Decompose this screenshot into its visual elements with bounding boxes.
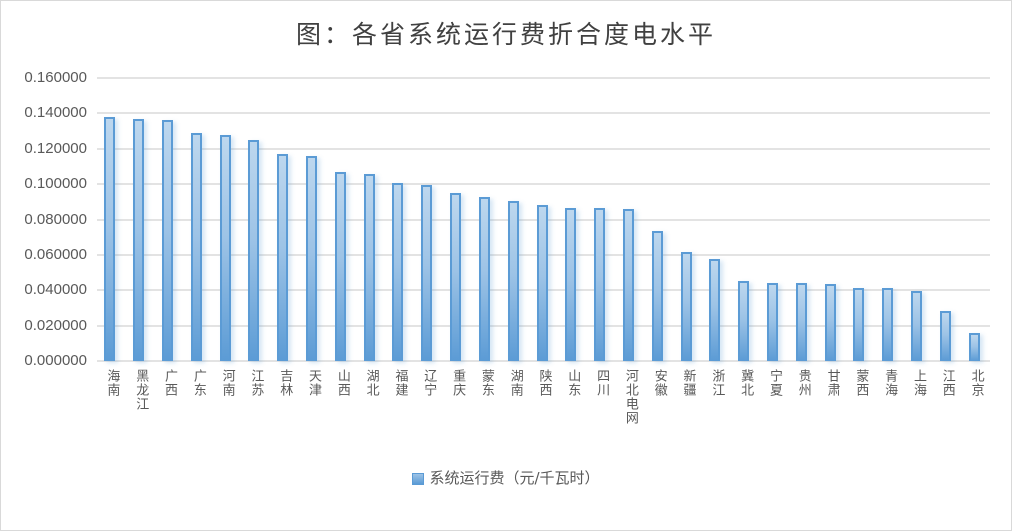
gridline [97, 360, 990, 362]
x-tick-label: 陕西 [536, 369, 552, 397]
bar [594, 208, 606, 361]
x-tick-label: 天津 [306, 369, 322, 397]
x-tick-label: 广东 [190, 369, 206, 397]
bar [709, 259, 721, 361]
x-tick-label: 吉林 [277, 369, 293, 397]
bar [651, 231, 663, 361]
legend: 系统运行费（元/千瓦时） [1, 467, 1011, 488]
bar [766, 283, 778, 361]
gridline [97, 147, 990, 150]
x-tick-label: 湖北 [363, 369, 379, 397]
y-tick-label: 0.020000 [24, 316, 87, 334]
x-tick-label: 海南 [104, 369, 120, 397]
x-tick-label: 江西 [939, 369, 955, 397]
bar [680, 252, 692, 361]
legend-swatch-icon [412, 472, 425, 485]
bar [536, 205, 548, 361]
x-tick-label: 浙江 [709, 369, 725, 397]
bar [306, 155, 318, 361]
bar [133, 118, 145, 361]
bar [277, 154, 289, 361]
x-tick-label: 青海 [882, 369, 898, 397]
x-tick-label: 河南 [219, 369, 235, 397]
chart-title: 图：各省系统运行费折合度电水平 [295, 20, 716, 49]
x-tick-label: 重庆 [450, 369, 466, 397]
x-tick-label: 河北电网 [622, 369, 638, 425]
x-tick-label: 四川 [594, 369, 610, 397]
x-tick-label: 安徽 [651, 369, 667, 397]
bar [363, 173, 375, 361]
bar [219, 134, 231, 361]
x-tick-label: 辽宁 [421, 369, 437, 397]
y-tick-label: 0.080000 [24, 210, 87, 228]
plot-area [97, 77, 990, 362]
bar [162, 120, 174, 361]
x-tick-label: 山西 [334, 369, 350, 397]
bar [795, 283, 807, 361]
bar [104, 116, 116, 361]
gridline [97, 112, 990, 115]
y-tick-label: 0.100000 [24, 175, 87, 193]
bar [939, 310, 951, 361]
x-tick-label: 冀北 [738, 369, 754, 397]
bar [853, 287, 865, 361]
legend-label: 系统运行费（元/千瓦时） [429, 469, 600, 487]
y-tick-label: 0.140000 [24, 104, 87, 122]
bar [622, 208, 634, 361]
y-tick-label: 0.000000 [24, 352, 87, 369]
x-tick-label: 江苏 [248, 369, 264, 397]
bar [478, 196, 490, 361]
gridline [97, 183, 990, 186]
y-tick-label: 0.060000 [24, 245, 87, 263]
bar [334, 171, 346, 361]
bar [910, 291, 922, 361]
bar [824, 284, 836, 361]
x-tick-label: 蒙西 [853, 369, 869, 397]
bar [248, 139, 260, 361]
x-tick-label: 上海 [910, 369, 926, 397]
bar [507, 200, 519, 361]
x-tick-label: 湖南 [507, 369, 523, 397]
bar [565, 208, 577, 361]
bar [392, 183, 404, 361]
x-tick-label: 宁夏 [766, 369, 782, 397]
bar [738, 281, 750, 361]
x-tick-label: 广西 [162, 369, 178, 397]
y-tick-label: 0.120000 [24, 139, 87, 157]
bar [421, 185, 433, 361]
y-tick-label: 0.160000 [24, 69, 87, 86]
x-tick-label: 黑龙江 [133, 369, 149, 411]
gridline [97, 77, 990, 79]
x-tick-label: 甘肃 [824, 369, 840, 397]
bar [882, 287, 894, 361]
x-tick-label: 福建 [392, 369, 408, 397]
x-tick-label: 新疆 [680, 369, 696, 397]
bar [450, 192, 462, 361]
x-tick-label: 山东 [565, 369, 581, 397]
bar [968, 332, 980, 361]
x-tick-label: 北京 [968, 369, 984, 397]
x-tick-label: 蒙东 [478, 369, 494, 397]
bar [190, 132, 202, 361]
x-tick-label: 贵州 [795, 369, 811, 397]
y-tick-label: 0.040000 [24, 281, 87, 299]
